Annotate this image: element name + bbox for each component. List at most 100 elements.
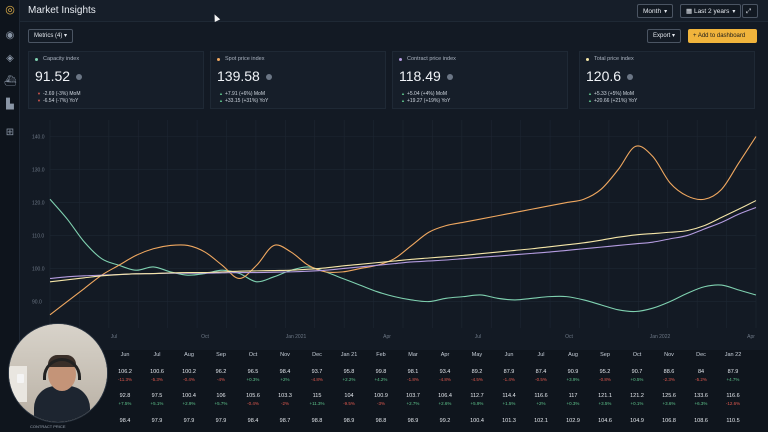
table-cell-value: 96.5 — [247, 369, 259, 375]
table-cell-value: 98.1 — [407, 369, 419, 375]
table-cell-value: 97.9 — [215, 418, 227, 424]
logo-icon[interactable]: ◎ — [5, 4, 15, 16]
table-cell-value: 102.9 — [566, 418, 580, 424]
expand-button[interactable]: ⤢ — [742, 4, 758, 18]
webcam-person-body — [34, 386, 90, 422]
table-cell-value: 98.4 — [279, 369, 291, 375]
table-cell-change: -11.3% — [118, 377, 132, 382]
add-to-dashboard-button[interactable]: + Add to dashboard — [688, 29, 757, 43]
table-cell-value: 90.7 — [631, 369, 643, 375]
table-cell-value: 90.9 — [567, 369, 579, 375]
table-cell-value: 93.4 — [439, 369, 451, 375]
table-cell-change: +5.9% — [470, 401, 484, 406]
table-cell-change: +2.9% — [182, 401, 196, 406]
up-arrow-icon: ▲ — [588, 91, 592, 96]
table-cell-value: 106.4 — [438, 393, 452, 399]
dashboard-icon[interactable]: ◉ — [5, 30, 15, 41]
table-cell-change: +1.5% — [502, 401, 516, 406]
table-cell-value: 98.9 — [407, 418, 419, 424]
period-select[interactable]: Month ▾ — [637, 4, 674, 18]
table-cell-value: 116.6 — [534, 393, 548, 399]
page-title: Market Insights — [28, 5, 96, 16]
table-cell-change: +2% — [536, 401, 546, 406]
table-cell-value: 97.5 — [151, 393, 163, 399]
column-header: Aug — [184, 352, 194, 358]
table-cell-change: -5.3% — [151, 377, 163, 382]
grid-icon[interactable]: ⊞ — [5, 127, 15, 138]
up-arrow-icon: ▲ — [401, 91, 405, 96]
headset-icon — [43, 358, 81, 380]
column-header: Jan 22 — [724, 352, 742, 358]
column-header: Dec — [696, 352, 706, 358]
y-tick-label: 90.0 — [32, 300, 42, 306]
chevron-down-icon: ▾ — [670, 33, 676, 39]
info-icon[interactable] — [265, 74, 272, 81]
table-cell-value: 114.4 — [502, 393, 516, 399]
column-header: Mar — [408, 352, 418, 358]
table-cell-value: 97.9 — [183, 418, 195, 424]
table-cell-value: 87.9 — [727, 369, 739, 375]
table-cell-value: 98.4 — [247, 418, 259, 424]
table-cell-value: 96.2 — [215, 369, 227, 375]
plus-icon: + — [693, 33, 698, 39]
table-cell-change: -0.4% — [247, 401, 259, 406]
export-label: Export — [653, 33, 671, 39]
kpi-mom-value: +5.33 — [593, 91, 607, 97]
table-cell-value: 87.9 — [503, 369, 515, 375]
info-icon[interactable] — [446, 74, 453, 81]
column-header: Oct — [632, 352, 642, 358]
table-cell-change: -4.8% — [311, 377, 323, 382]
table-cell-value: 133.6 — [694, 393, 708, 399]
table-cell-change: -3% — [376, 401, 385, 406]
column-header: Sep — [216, 352, 226, 358]
metrics-dropdown[interactable]: Metrics (4) ▾ — [28, 29, 74, 43]
table-cell-value: 100.4 — [470, 418, 484, 424]
x-tick-label: Jul — [475, 334, 481, 340]
kpi-yoy: ▼ -6.54 (-7%) YoY — [37, 98, 78, 104]
column-header: Aug — [568, 352, 578, 358]
table-cell-change: -0.5% — [535, 377, 547, 382]
kpi-name: Contract price index — [407, 56, 456, 62]
kpi-yoy-value: +20.66 — [593, 98, 610, 104]
webcam-shelf — [9, 366, 27, 402]
table-cell-change: +2.6% — [438, 401, 452, 406]
kpi-card-contract: Contract price index 118.49 ▲ +5.04 (+4%)… — [392, 51, 568, 109]
row-label-contract: CONTRACT PRICE — [30, 424, 66, 429]
table-cell-change: +3.6% — [662, 401, 676, 406]
up-arrow-icon: ▲ — [588, 98, 592, 103]
kpi-name: Spot price index — [225, 56, 265, 62]
kpi-mom-value: +5.04 — [406, 91, 420, 97]
table-cell-change: -1.8% — [407, 377, 419, 382]
table-cell-value: 89.2 — [471, 369, 483, 375]
column-header: Jul — [153, 352, 161, 358]
kpi-card-spot: Spot price index 139.58 ▲ +7.91 (+6%) MoM… — [210, 51, 386, 109]
series-line-spot — [49, 136, 757, 316]
chevron-down-icon: ▾ — [732, 9, 736, 15]
info-icon[interactable] — [627, 74, 634, 81]
export-dropdown[interactable]: Export ▾ — [647, 29, 682, 43]
series-dot — [399, 58, 402, 61]
kpi-mom-pct: (+4%) MoM — [421, 91, 447, 97]
kpi-name: Total price index — [594, 56, 634, 62]
factory-icon[interactable]: ▙ — [6, 99, 14, 110]
x-tick-label: Jan 2021 — [286, 334, 307, 340]
table-cell-change: +7.5% — [118, 401, 132, 406]
table-cell-change: +0.3% — [246, 377, 260, 382]
ship-icon[interactable]: ⛴ — [4, 76, 17, 87]
tag-icon[interactable]: ◈ — [6, 53, 14, 64]
date-range-select[interactable]: ▦ Last 2 years ▾ — [680, 4, 742, 18]
table-cell-value: 103.3 — [278, 393, 292, 399]
kpi-value: 120.6 — [586, 68, 634, 84]
line-chart[interactable]: 140.0 130.0 120.0 110.0 100.0 90.0 Jul Oct Jan 2… — [28, 116, 758, 348]
calendar-icon: ▦ — [686, 8, 694, 15]
column-header: Sep — [600, 352, 610, 358]
x-tick-label: Oct — [565, 334, 573, 340]
table-cell-value: 98.7 — [279, 418, 291, 424]
table-cell-value: 105.6 — [246, 393, 260, 399]
kpi-yoy-value: +33.15 — [224, 98, 241, 104]
table-cell-value: 97.9 — [151, 418, 163, 424]
kpi-mom-pct: (-3%) MoM — [55, 91, 81, 97]
kpi-value: 139.58 — [217, 68, 272, 84]
table-cell-value: 117 — [568, 393, 578, 399]
info-icon[interactable] — [76, 74, 83, 81]
